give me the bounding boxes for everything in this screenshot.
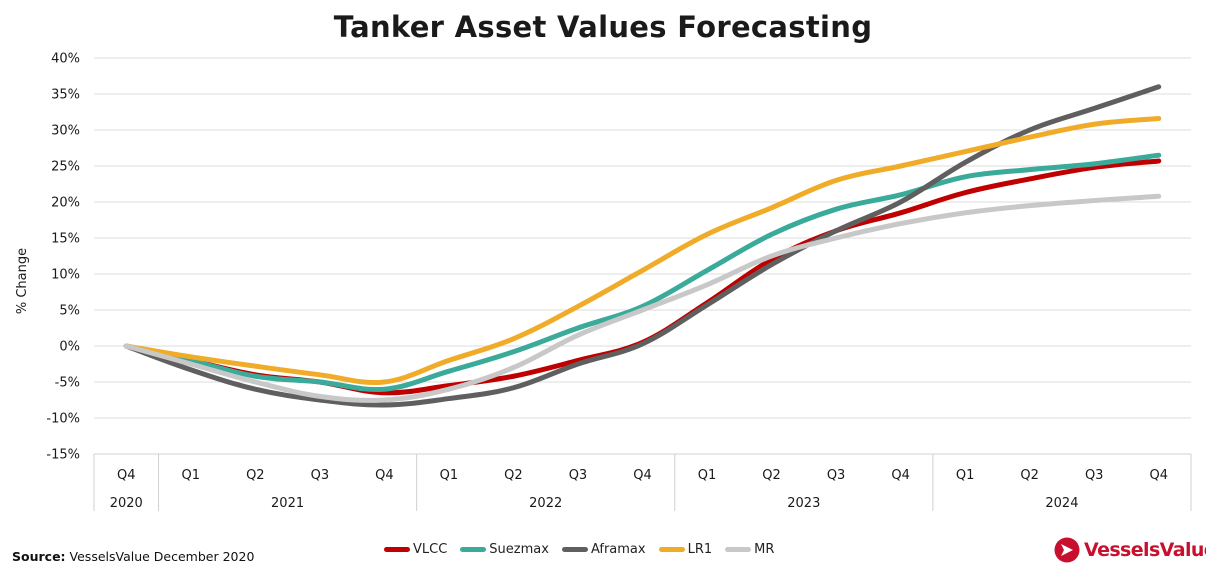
y-tick-label: 30%	[51, 124, 80, 139]
legend-item: VLCC	[384, 542, 447, 557]
source-label: Source:	[12, 549, 66, 564]
source-note: Source: VesselsValue December 2020	[12, 549, 254, 564]
x-axis-table: Q4 Q1 Q2 Q3 Q4 Q1 Q2 Q3 Q4 Q1 Q2 Q3 Q4 Q1 Q2 Q3 Q4 2020 20…	[93, 453, 1192, 511]
x-year-label: 2022	[529, 496, 562, 511]
legend-label: VLCC	[413, 541, 448, 557]
x-tick-label: Q3	[1085, 468, 1104, 483]
x-tick-label: Q4	[375, 468, 394, 483]
x-tick-label: Q4	[1149, 468, 1168, 483]
legend-item: Aframax	[561, 541, 646, 557]
x-tick-label: Q2	[1020, 468, 1039, 483]
legend-swatch	[460, 546, 487, 552]
y-tick-label: 40%	[51, 52, 80, 67]
x-tick-label: Q2	[246, 468, 265, 483]
y-tick-label: 25%	[51, 160, 80, 175]
legend-label: Suezmax	[489, 541, 549, 557]
x-tick-label: Q2	[762, 468, 781, 483]
brand-logo: VesselsValue	[1054, 537, 1206, 563]
legend-swatch	[725, 546, 752, 552]
y-tick-label: 20%	[51, 196, 80, 211]
x-tick-label: Q3	[569, 468, 588, 483]
series-line-aframax	[123, 84, 1162, 408]
y-tick-label: 10%	[51, 268, 80, 283]
chart-title: Tanker Asset Values Forecasting	[333, 10, 873, 44]
y-axis-ticks: 40% 35% 30% 25% 20% 15% 10% 5% 0% -5% -10% -15%	[46, 52, 80, 463]
x-tick-label: Q1	[182, 468, 201, 483]
legend-item: LR1	[658, 541, 713, 557]
x-tick-label: Q4	[891, 468, 910, 483]
x-year-label: 2023	[787, 496, 820, 511]
x-tick-label: Q2	[504, 468, 523, 483]
x-tick-label: Q4	[117, 468, 136, 483]
x-year-label: 2021	[271, 496, 304, 511]
gridlines	[94, 57, 1191, 419]
series-line-lr1	[123, 115, 1162, 386]
legend-item: MR	[725, 542, 774, 557]
legend-swatch	[561, 546, 588, 552]
legend: VLCC Suezmax Aframax LR1 MR	[384, 540, 787, 558]
vesselsvalue-logo-icon	[1054, 537, 1080, 563]
y-tick-label: -15%	[46, 448, 80, 463]
x-tick-label: Q1	[440, 468, 459, 483]
source-text: VesselsValue December 2020	[69, 549, 255, 564]
legend-item: Suezmax	[460, 542, 549, 557]
y-tick-label: -10%	[46, 412, 80, 427]
y-tick-label: 0%	[59, 340, 80, 355]
series-line-vlcc	[123, 158, 1162, 396]
x-tick-label: Q4	[633, 468, 652, 483]
y-tick-label: 15%	[51, 232, 80, 247]
y-tick-label: -5%	[55, 376, 80, 391]
y-tick-label: 35%	[51, 88, 80, 103]
x-year-label: 2020	[110, 496, 143, 511]
legend-label: Aframax	[590, 541, 646, 557]
series-line-mr	[123, 193, 1162, 403]
series-lines	[123, 84, 1162, 408]
x-year-label: 2024	[1045, 496, 1078, 511]
y-axis-label: % Change	[15, 248, 30, 314]
legend-swatch	[384, 546, 410, 552]
series-line-suezmax	[123, 152, 1162, 393]
x-tick-label: Q1	[698, 468, 717, 483]
x-tick-label: Q3	[827, 468, 846, 483]
legend-label: LR1	[687, 541, 713, 557]
legend-swatch	[658, 546, 685, 552]
legend-label: MR	[754, 541, 775, 557]
x-tick-label: Q1	[956, 468, 975, 483]
y-tick-label: 5%	[59, 304, 80, 319]
brand-name: VesselsValue	[1084, 539, 1206, 561]
x-tick-label: Q3	[311, 468, 330, 483]
